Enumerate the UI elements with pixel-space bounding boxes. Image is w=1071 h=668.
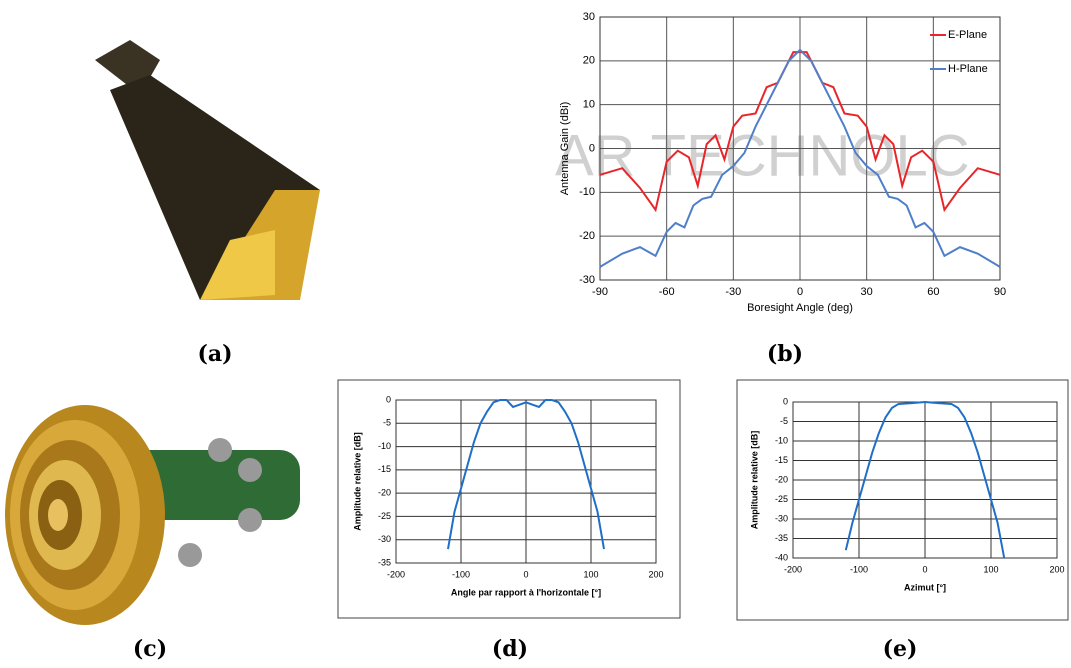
x-tick-label: -200 xyxy=(387,569,405,579)
y-tick-label: -40 xyxy=(775,552,788,562)
watermark: AR TECHNOLC xyxy=(555,123,970,188)
data-line xyxy=(447,399,605,550)
y-tick-label: -5 xyxy=(383,418,391,428)
y-axis-label: Amplitude relative [dB] xyxy=(352,432,362,531)
data-line xyxy=(599,48,1001,268)
plot-frame xyxy=(395,399,657,564)
x-tick-label: -90 xyxy=(592,286,608,298)
plot-frame xyxy=(599,16,1001,281)
x-tick-label: -60 xyxy=(659,286,675,298)
y-tick-label: -30 xyxy=(579,274,595,286)
y-axis-label: Antenna Gain (dBi) xyxy=(559,102,571,196)
y-tick-label: -35 xyxy=(775,533,788,543)
x-tick-label: 60 xyxy=(927,286,939,298)
feed-photo xyxy=(5,405,300,625)
y-tick-label: 0 xyxy=(783,396,788,406)
x-tick-label: 0 xyxy=(922,564,927,574)
y-tick-label: -5 xyxy=(780,416,788,426)
y-tick-label: -30 xyxy=(775,513,788,523)
panel-label: (d) xyxy=(492,636,528,662)
y-tick-label: -10 xyxy=(378,441,391,451)
y-tick-label: -35 xyxy=(378,557,391,567)
y-tick-label: -25 xyxy=(775,494,788,504)
y-tick-label: 30 xyxy=(583,11,595,23)
y-tick-label: -30 xyxy=(378,534,391,544)
y-tick-label: -20 xyxy=(378,488,391,498)
y-tick-label: 20 xyxy=(583,55,595,67)
chart-frame xyxy=(736,379,1069,621)
y-tick-label: -15 xyxy=(378,464,391,474)
x-axis-label: Angle par rapport à l'horizontale [°] xyxy=(451,587,601,597)
x-tick-label: 200 xyxy=(1049,564,1064,574)
y-tick-label: 0 xyxy=(589,142,595,154)
y-tick-label: 10 xyxy=(583,99,595,111)
x-tick-label: 100 xyxy=(583,569,598,579)
x-tick-label: 200 xyxy=(648,569,663,579)
x-tick-label: 0 xyxy=(523,569,528,579)
panel-label: (a) xyxy=(197,341,232,367)
x-tick-label: 30 xyxy=(861,286,873,298)
chart-frame xyxy=(337,379,681,619)
x-tick-label: 0 xyxy=(797,286,803,298)
data-line xyxy=(844,400,1006,559)
x-axis-label: Azimut [°] xyxy=(904,582,946,592)
x-tick-label: -100 xyxy=(452,569,470,579)
x-axis-label: Boresight Angle (deg) xyxy=(747,302,853,314)
x-tick-label: -200 xyxy=(784,564,802,574)
legend-label: E-Plane xyxy=(948,29,987,41)
y-tick-label: 0 xyxy=(386,394,391,404)
y-tick-label: -15 xyxy=(775,455,788,465)
y-tick-label: -20 xyxy=(579,230,595,242)
panel-label: (e) xyxy=(883,636,918,662)
legend-label: H-Plane xyxy=(948,63,988,75)
x-tick-label: -100 xyxy=(850,564,868,574)
y-tick-label: -10 xyxy=(579,186,595,198)
y-tick-label: -10 xyxy=(775,435,788,445)
y-tick-label: -25 xyxy=(378,511,391,521)
data-line xyxy=(599,51,1001,213)
horn-photo xyxy=(95,40,320,300)
y-axis-label: Amplitude relative [dB] xyxy=(749,431,759,530)
x-tick-label: 90 xyxy=(994,286,1006,298)
x-tick-label: 100 xyxy=(983,564,998,574)
x-tick-label: -30 xyxy=(725,286,741,298)
panel-label: (b) xyxy=(767,341,803,367)
y-tick-label: -20 xyxy=(775,474,788,484)
panel-label: (c) xyxy=(133,636,167,662)
